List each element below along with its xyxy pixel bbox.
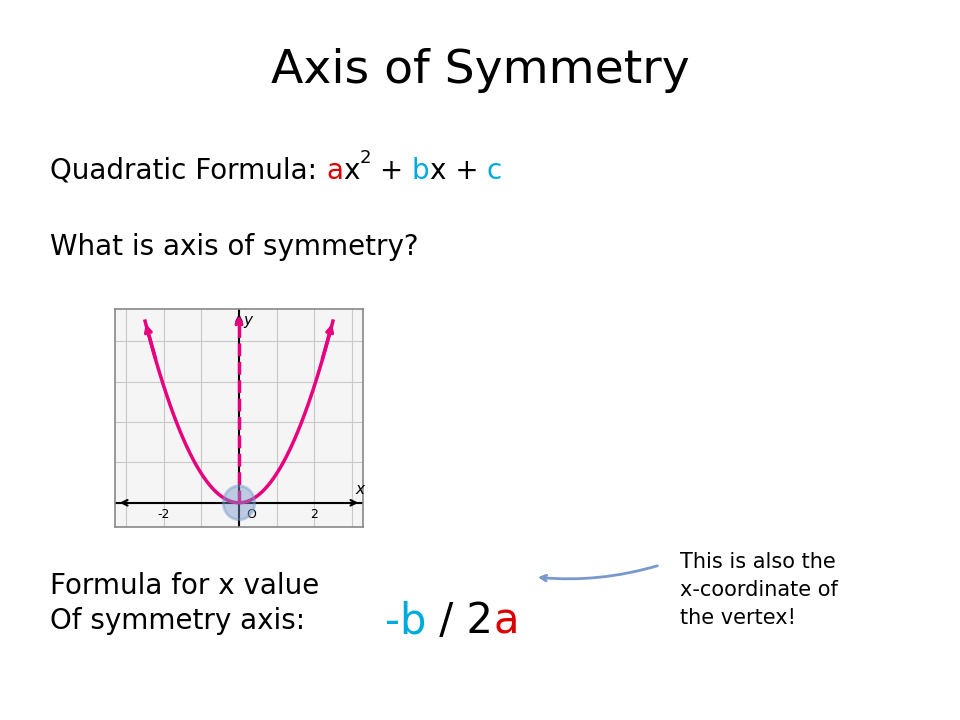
Circle shape <box>224 486 254 520</box>
Text: -2: -2 <box>157 508 170 521</box>
Text: +: + <box>371 157 412 185</box>
Text: 2: 2 <box>359 149 371 167</box>
Text: Quadratic Formula:: Quadratic Formula: <box>50 157 325 185</box>
Text: 2: 2 <box>310 508 318 521</box>
Text: x: x <box>343 157 359 185</box>
Text: -b: -b <box>385 600 426 642</box>
Text: This is also the
x-coordinate of
the vertex!: This is also the x-coordinate of the ver… <box>680 552 838 628</box>
Text: x +: x + <box>429 157 487 185</box>
Text: c: c <box>487 157 502 185</box>
Text: What is axis of symmetry?: What is axis of symmetry? <box>50 233 419 261</box>
Text: a: a <box>493 600 518 642</box>
Text: / 2: / 2 <box>426 600 493 642</box>
Text: Axis of Symmetry: Axis of Symmetry <box>271 48 689 93</box>
Text: x: x <box>355 482 365 497</box>
Text: y: y <box>244 313 252 328</box>
Text: Of symmetry axis:: Of symmetry axis: <box>50 607 305 635</box>
Text: a: a <box>325 157 343 185</box>
Text: b: b <box>412 157 429 185</box>
Text: O: O <box>246 508 255 521</box>
Text: Formula for x value: Formula for x value <box>50 572 320 600</box>
